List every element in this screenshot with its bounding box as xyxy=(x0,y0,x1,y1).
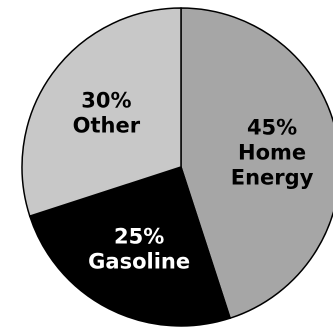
pie-slice-gasoline xyxy=(28,166,232,327)
pie-labels: 45% Home Energy 25% Gasoline 30% Other xyxy=(73,88,314,273)
pie-slices xyxy=(21,7,333,327)
slice-label-home-energy: 45% Home Energy xyxy=(231,116,314,190)
slice-percent-label: 45% xyxy=(247,116,297,140)
slice-name-label: Energy xyxy=(231,166,314,190)
pie-slice-other xyxy=(21,7,182,218)
slice-percent-label: 25% xyxy=(114,225,164,249)
slice-name-label: Gasoline xyxy=(88,250,190,274)
slice-percent-label: 30% xyxy=(81,88,131,112)
pie-slice-home-energy xyxy=(180,7,333,320)
slice-name-label: Other xyxy=(73,113,141,137)
slice-label-other: 30% Other xyxy=(73,88,141,137)
slice-name-label: Home xyxy=(238,141,306,165)
slice-label-gasoline: 25% Gasoline xyxy=(88,225,190,274)
